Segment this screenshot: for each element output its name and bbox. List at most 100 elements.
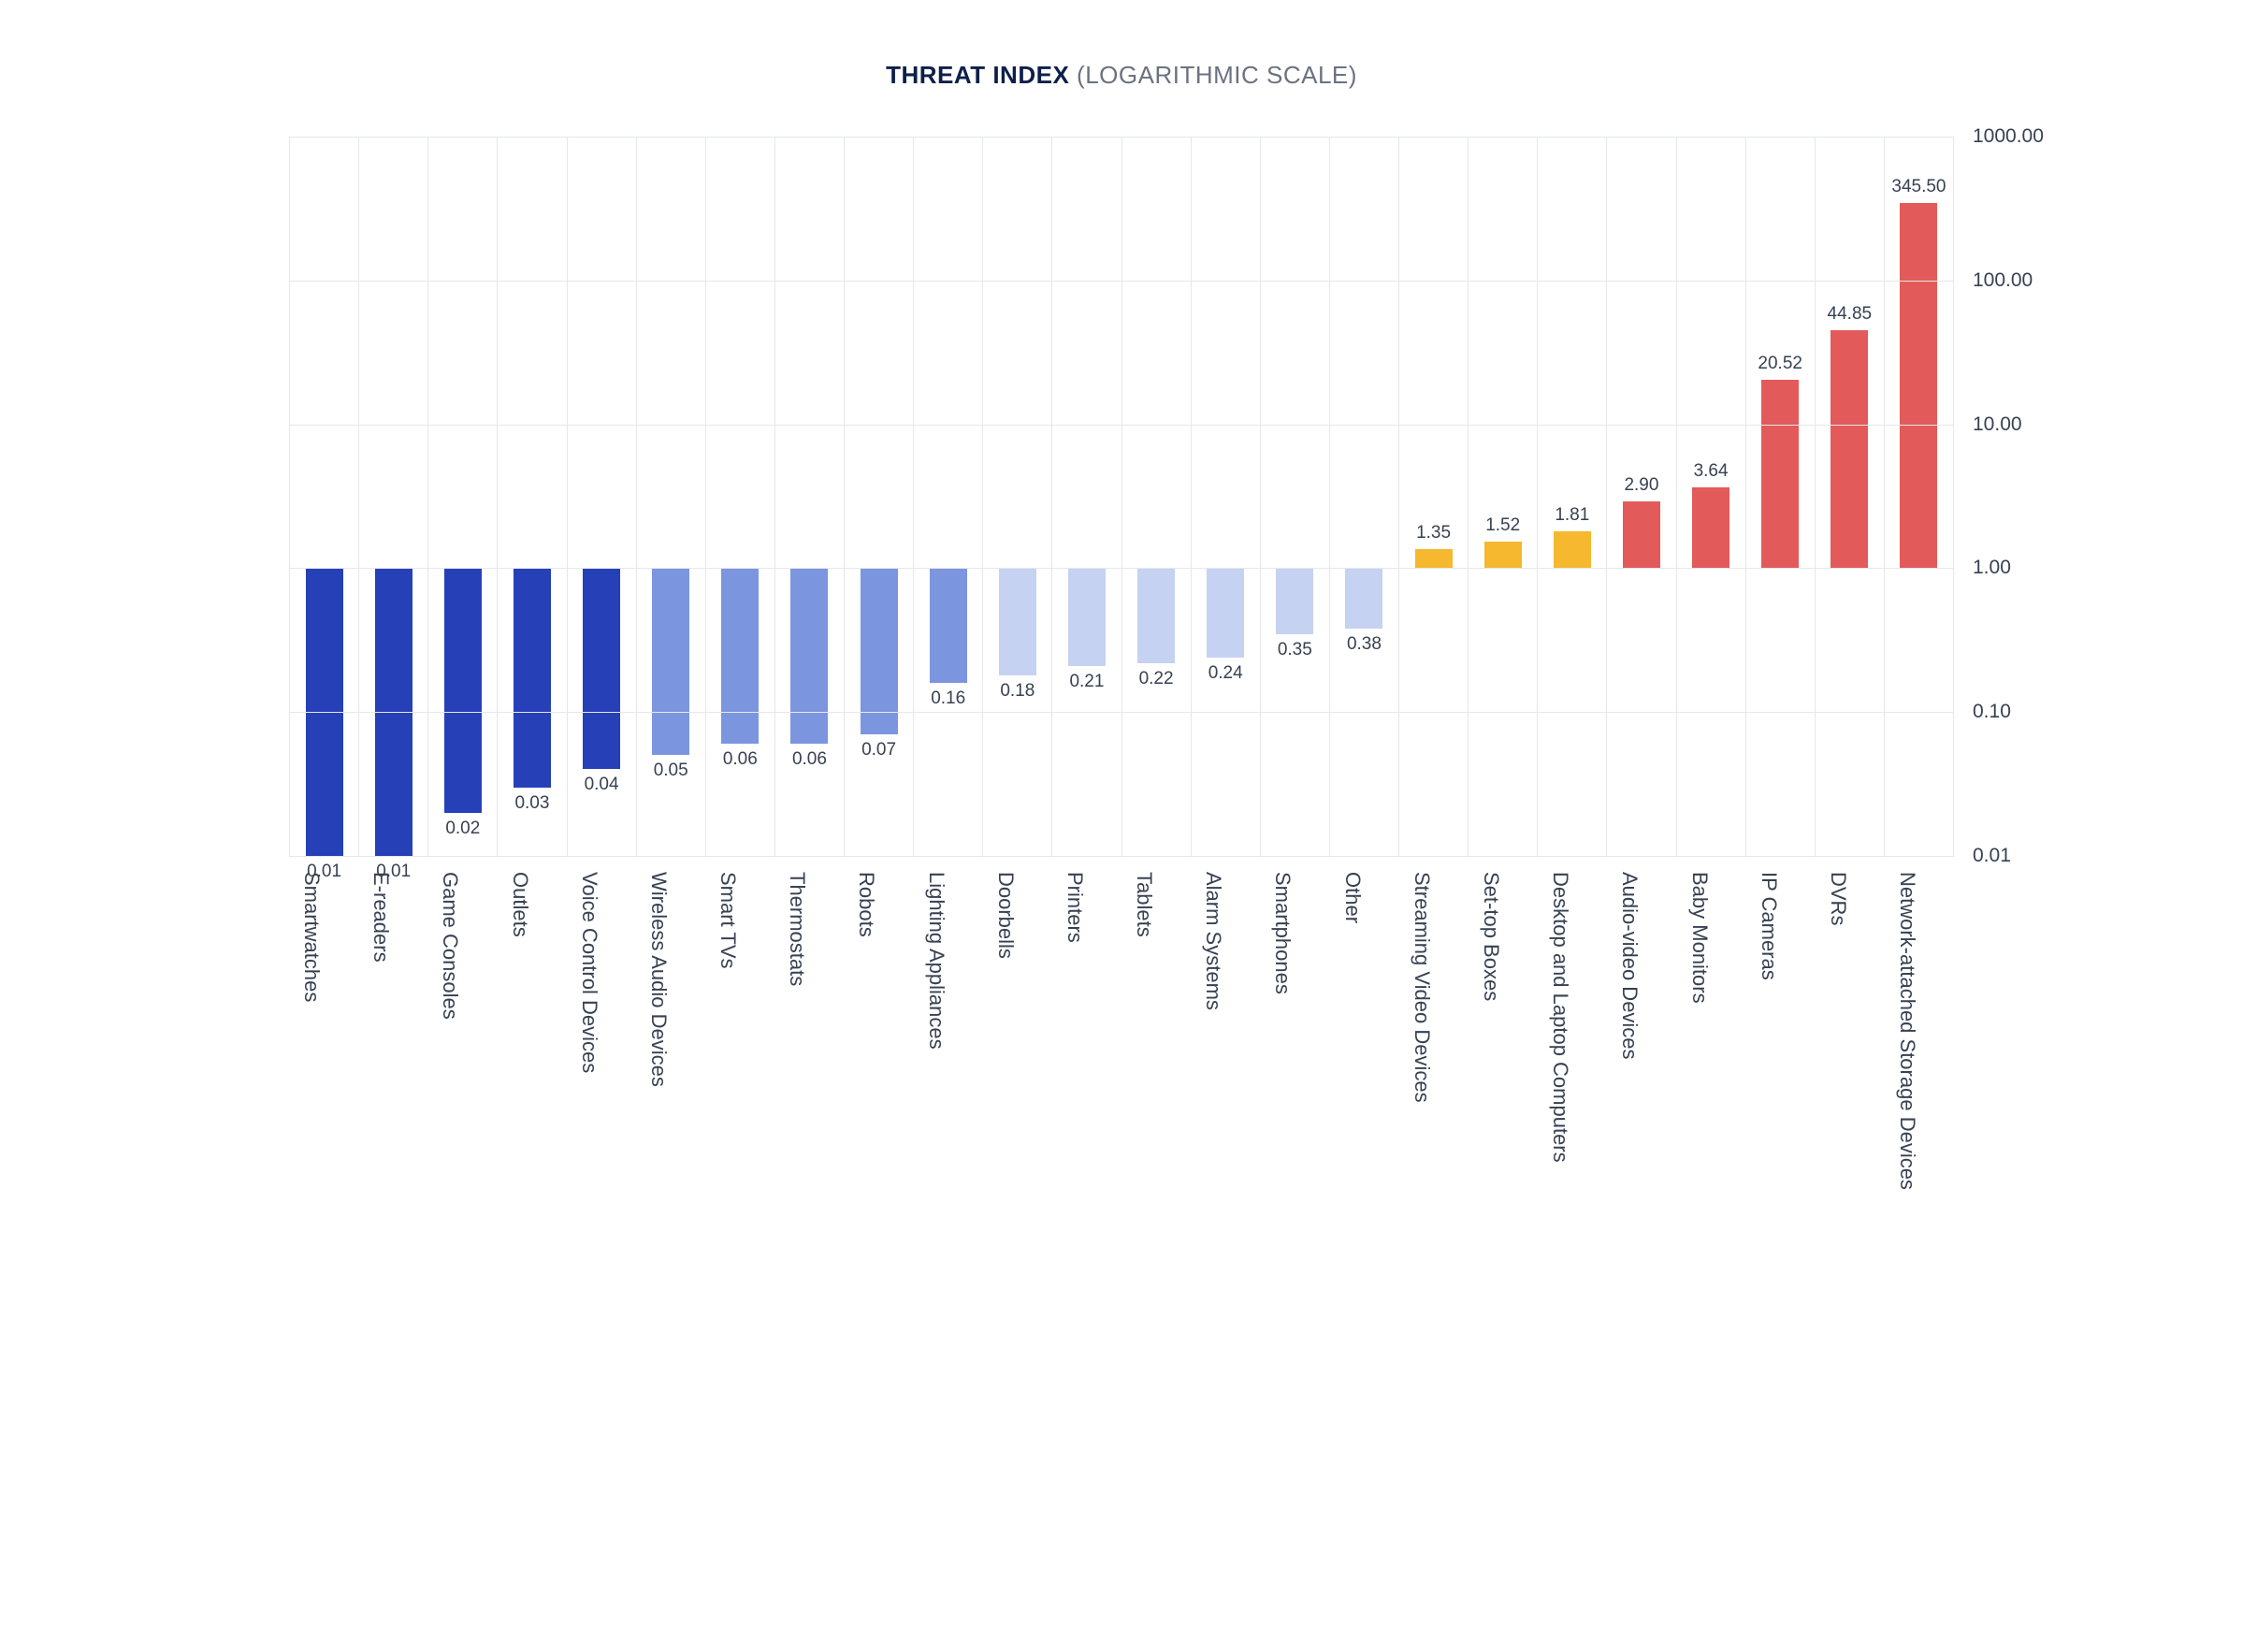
bar-column: 1.81 (1538, 137, 1607, 856)
bar (721, 568, 759, 744)
x-axis-category-label: Outlets (508, 872, 532, 937)
y-axis-tick-label: 0.10 (1954, 701, 2011, 723)
bar (652, 568, 689, 755)
bar (1068, 568, 1106, 665)
grid-line (290, 856, 1954, 857)
grid-line (290, 281, 1954, 282)
bar (1623, 501, 1660, 568)
bar-value-label: 0.18 (1000, 681, 1035, 702)
bar-value-label: 0.03 (514, 793, 549, 814)
bar-value-label: 0.06 (723, 749, 758, 770)
bar-value-label: 1.52 (1485, 515, 1520, 536)
bar (583, 568, 620, 769)
x-axis-category-label: Smartphones (1270, 872, 1295, 994)
grid-line (290, 137, 1954, 138)
bar-value-label: 1.35 (1416, 523, 1451, 543)
bar-column: 0.02 (428, 137, 498, 856)
bar-value-label: 0.22 (1139, 669, 1174, 689)
bar-column: 0.07 (845, 137, 914, 856)
x-axis-category-label: Audio-video Devices (1617, 872, 1642, 1060)
y-axis-tick-label: 100.00 (1954, 269, 2033, 292)
y-axis-tick-label: 1000.00 (1954, 125, 2044, 148)
bar-value-label: 0.24 (1208, 663, 1243, 684)
bar-value-label: 0.02 (445, 819, 480, 839)
x-axis-category-label: Robots (854, 872, 878, 937)
chart-title-bold: THREAT INDEX (886, 61, 1069, 89)
bar-column: 1.52 (1469, 137, 1538, 856)
bar (861, 568, 898, 734)
y-axis-tick-label: 1.00 (1954, 557, 2011, 579)
bar-column: 0.38 (1330, 137, 1399, 856)
bar-column: 0.06 (706, 137, 775, 856)
x-axis-category-label: IP Cameras (1757, 872, 1781, 980)
bar (1345, 568, 1382, 629)
bar-value-label: 0.16 (931, 688, 965, 709)
bar-column: 44.85 (1816, 137, 1885, 856)
bar-column: 20.52 (1746, 137, 1816, 856)
bar (1137, 568, 1175, 662)
bar (999, 568, 1036, 675)
bar (514, 568, 551, 787)
bar-value-label: 0.07 (861, 740, 896, 761)
bar-column: 0.01 (290, 137, 359, 856)
bar-value-label: 0.06 (792, 749, 827, 770)
bar (1276, 568, 1313, 633)
bar (1207, 568, 1244, 657)
bar-column: 0.24 (1192, 137, 1261, 856)
chart-container: THREAT INDEX (LOGARITHMIC SCALE) 0.01 0.0… (0, 0, 2243, 1652)
x-axis-category-label: Smartwatches (299, 872, 324, 1002)
x-axis-category-label: Thermostats (785, 872, 809, 986)
x-axis-category-label: DVRs (1826, 872, 1850, 925)
x-axis-category-label: Alarm Systems (1201, 872, 1225, 1010)
bar-column: 0.04 (568, 137, 637, 856)
y-axis-tick-label: 0.01 (1954, 845, 2011, 867)
chart-title: THREAT INDEX (LOGARITHMIC SCALE) (56, 61, 2187, 90)
bar (1900, 203, 1937, 568)
x-axis-category-label: Baby Monitors (1687, 872, 1712, 1004)
x-axis-category-label: E-readers (369, 872, 393, 963)
bar-value-label: 0.04 (585, 775, 619, 795)
chart-title-light: (LOGARITHMIC SCALE) (1077, 61, 1357, 89)
bar-value-label: 3.64 (1694, 461, 1729, 482)
bar (1484, 542, 1522, 568)
bar (1415, 549, 1453, 568)
bar-column: 3.64 (1677, 137, 1746, 856)
bars-row: 0.010.010.020.030.040.050.060.060.070.16… (290, 137, 1954, 856)
x-axis-category-label: Wireless Audio Devices (646, 872, 671, 1087)
bar-value-label: 0.21 (1069, 672, 1104, 692)
x-axis-category-label: Desktop and Laptop Computers (1548, 872, 1572, 1163)
bar-value-label: 0.35 (1278, 640, 1312, 660)
bar (790, 568, 828, 744)
grid-line (290, 712, 1954, 713)
x-axis-category-label: Game Consoles (438, 872, 462, 1020)
chart-wrapper: 0.010.010.020.030.040.050.060.060.070.16… (289, 137, 1954, 857)
bar-column: 0.05 (637, 137, 706, 856)
chart-plot-area: 0.010.010.020.030.040.050.060.060.070.16… (289, 137, 1954, 857)
x-axis-category-label: Network-attached Storage Devices (1895, 872, 1919, 1190)
bar-column: 2.90 (1607, 137, 1676, 856)
bar-value-label: 1.81 (1555, 505, 1589, 526)
x-axis-category-label: Streaming Video Devices (1410, 872, 1434, 1103)
x-axis-category-label: Printers (1063, 872, 1087, 943)
bar-column: 0.21 (1052, 137, 1122, 856)
bar-column: 345.50 (1885, 137, 1954, 856)
bar (930, 568, 967, 682)
bar (1554, 531, 1591, 569)
bar (1692, 487, 1729, 568)
bar (1831, 330, 1868, 568)
x-axis-category-label: Smart TVs (716, 872, 740, 969)
bar-column: 0.22 (1122, 137, 1192, 856)
x-axis-category-label: Lighting Appliances (924, 872, 948, 1050)
grid-line (290, 425, 1954, 426)
bar-value-label: 20.52 (1758, 354, 1802, 374)
bar-value-label: 345.50 (1891, 177, 1946, 197)
bar-column: 0.03 (498, 137, 567, 856)
bar (1761, 380, 1799, 569)
bar-value-label: 0.05 (654, 761, 688, 781)
x-axis-category-label: Doorbells (993, 872, 1018, 959)
bar-column: 0.16 (914, 137, 983, 856)
grid-line (290, 568, 1954, 569)
bar-value-label: 44.85 (1828, 304, 1873, 325)
x-axis-category-label: Set-top Boxes (1479, 872, 1503, 1001)
x-axis-category-label: Tablets (1132, 872, 1156, 937)
